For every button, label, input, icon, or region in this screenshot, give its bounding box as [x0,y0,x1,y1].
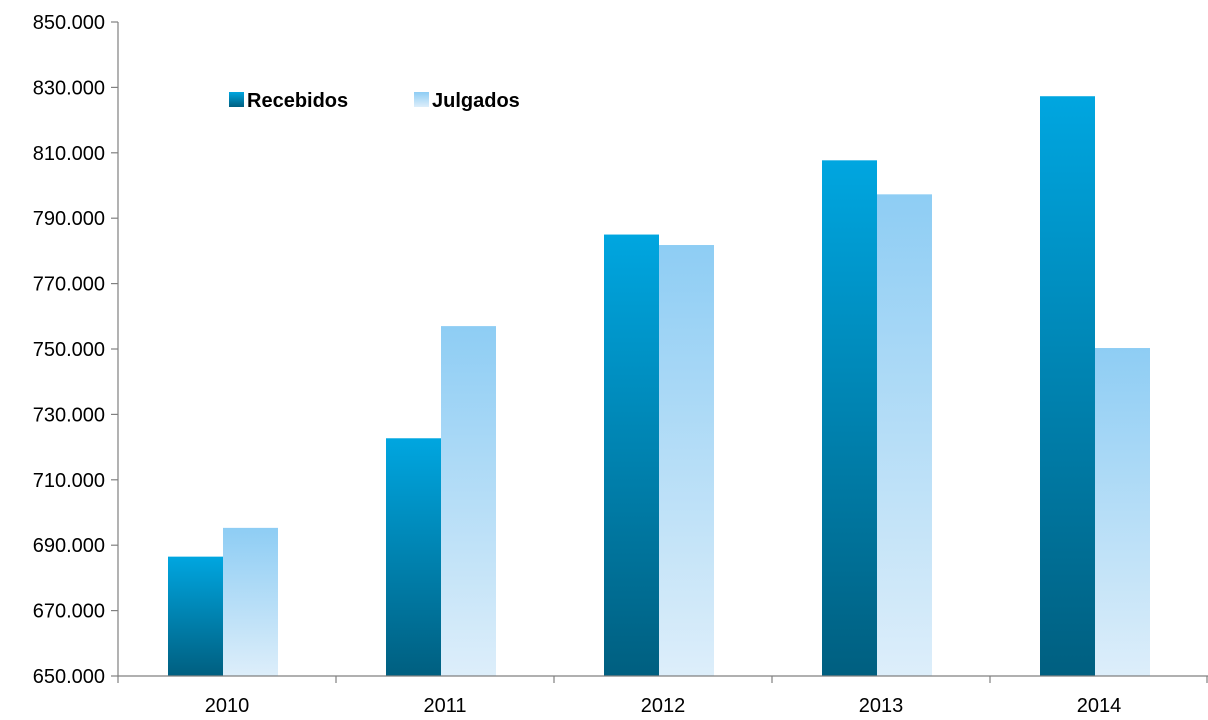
legend-label-recebidos: Recebidos [247,90,348,112]
bar-recebidos-2011 [386,438,441,676]
y-tick-label: 850.000 [33,12,105,34]
bar-julgados-2013 [877,194,932,676]
bars-layer [168,96,1150,676]
y-tick-label: 670.000 [33,601,105,623]
bar-recebidos-2013 [822,160,877,676]
y-tick-label: 770.000 [33,274,105,296]
bar-recebidos-2010 [168,557,223,676]
y-tick-label: 650.000 [33,666,105,688]
y-tick-label: 690.000 [33,535,105,557]
y-tick-label: 730.000 [33,404,105,426]
y-tick-label: 830.000 [33,77,105,99]
bar-julgados-2011 [441,326,496,676]
x-tick-label-2011: 2011 [423,695,466,717]
y-tick-label: 810.000 [33,143,105,165]
bar-julgados-2014 [1095,348,1150,676]
legend-label-julgados: Julgados [432,90,520,112]
x-tick-label-2014: 2014 [1077,695,1122,717]
bar-recebidos-2014 [1040,96,1095,676]
legend: Recebidos Julgados [229,90,520,112]
x-tick-label-2013: 2013 [859,695,904,717]
y-tick-label: 710.000 [33,470,105,492]
bar-recebidos-2012 [604,235,659,676]
y-tick-label: 750.000 [33,339,105,361]
bar-julgados-2010 [223,528,278,676]
x-tick-label-2012: 2012 [641,695,686,717]
legend-swatch-recebidos [229,92,244,107]
legend-swatch-julgados [414,92,429,107]
x-tick-label-2010: 2010 [205,695,250,717]
bar-julgados-2012 [659,245,714,676]
y-tick-label: 790.000 [33,208,105,230]
